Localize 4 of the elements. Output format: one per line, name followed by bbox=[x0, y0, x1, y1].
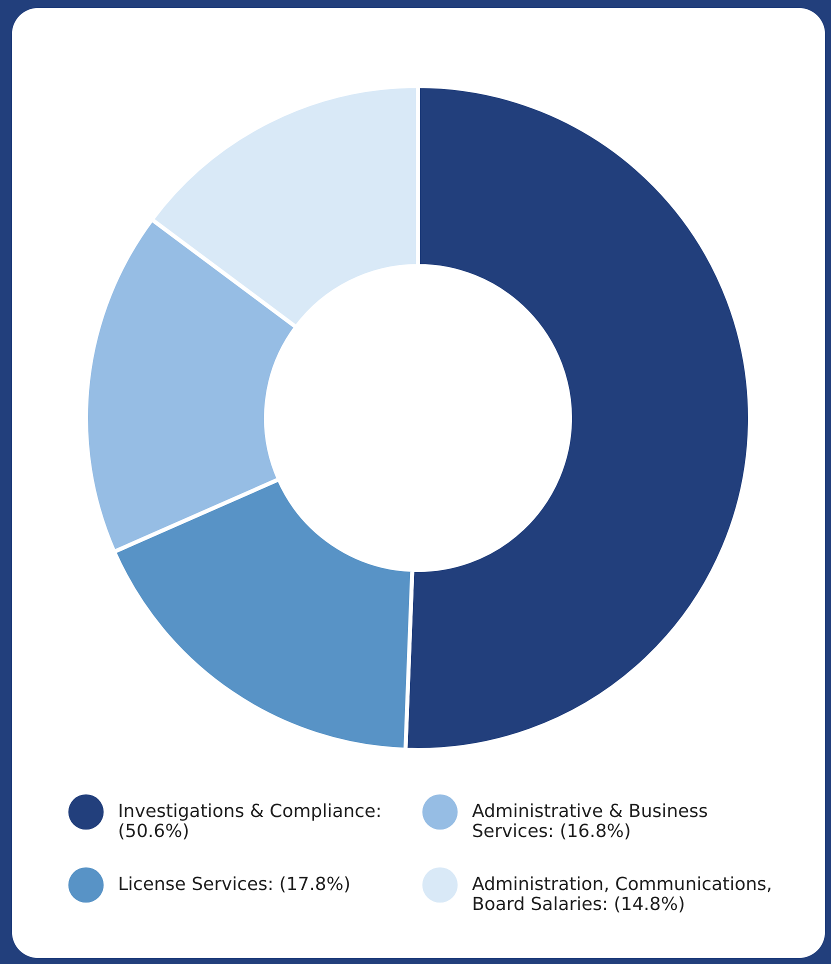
legend-label: Administration, Communications, Board Salaries: (14.8%) bbox=[472, 874, 772, 915]
legend-label: Administrative & Business Services: (16.8%) bbox=[472, 801, 708, 842]
legend-label: License Services: (17.8%) bbox=[118, 874, 350, 895]
legend-label: Investigations & Compliance: (50.6%) bbox=[118, 801, 382, 842]
